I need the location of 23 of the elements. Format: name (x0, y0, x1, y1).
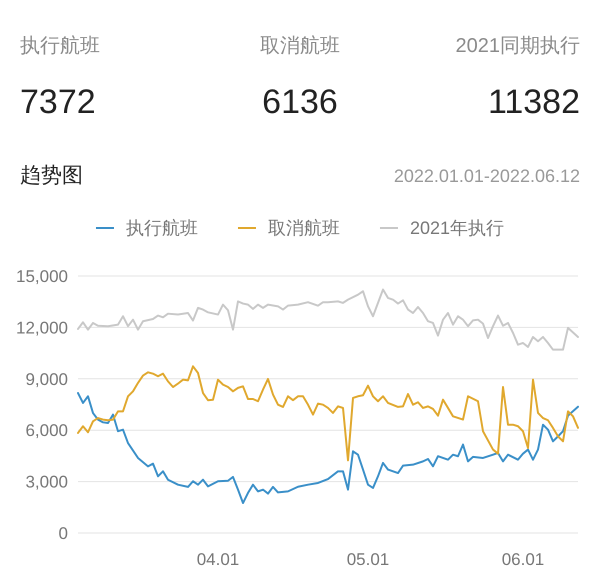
category-label: 2021同期执行 (456, 35, 580, 57)
y-tick-label: 15,000 (16, 267, 68, 286)
chart-subtitle: 2022.01.01-2022.06.12 (394, 166, 580, 186)
y-tick-label: 12,000 (16, 318, 68, 338)
line-series (77, 365, 579, 462)
data-label: 6136 (262, 83, 338, 121)
y-tick-label: 3,000 (25, 472, 68, 492)
category-label: 执行航班 (20, 35, 100, 57)
x-tick-label: 05.01 (346, 550, 390, 569)
x-tick-label: 04.01 (196, 550, 240, 569)
legend-label: 取消航班 (268, 218, 340, 238)
data-label: 7372 (20, 83, 96, 121)
category-label: 取消航班 (260, 35, 340, 57)
y-tick-label: 6,000 (25, 421, 68, 440)
x-tick-label: 06.01 (502, 550, 544, 569)
chart-title: 趋势图 (20, 164, 83, 187)
line-series (77, 392, 579, 504)
legend-label: 2021年执行 (410, 218, 504, 238)
line-series (77, 288, 579, 351)
data-label: 11382 (488, 83, 580, 121)
y-tick-label: 9,000 (25, 370, 68, 389)
y-tick-label: 0 (58, 524, 68, 543)
legend-label: 执行航班 (126, 218, 198, 238)
